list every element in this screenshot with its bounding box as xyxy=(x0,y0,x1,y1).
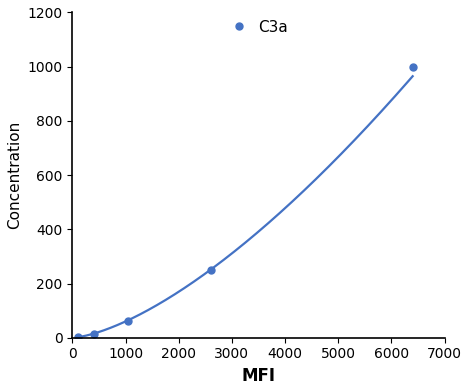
C3a xyxy=(75,335,81,339)
C3a xyxy=(125,319,131,323)
C3a xyxy=(208,268,213,272)
Line: C3a: C3a xyxy=(74,63,416,341)
X-axis label: MFI: MFI xyxy=(242,367,275,385)
C3a xyxy=(410,64,416,69)
Legend: C3a: C3a xyxy=(221,14,294,41)
Y-axis label: Concentration: Concentration xyxy=(7,121,22,229)
C3a xyxy=(91,331,97,336)
